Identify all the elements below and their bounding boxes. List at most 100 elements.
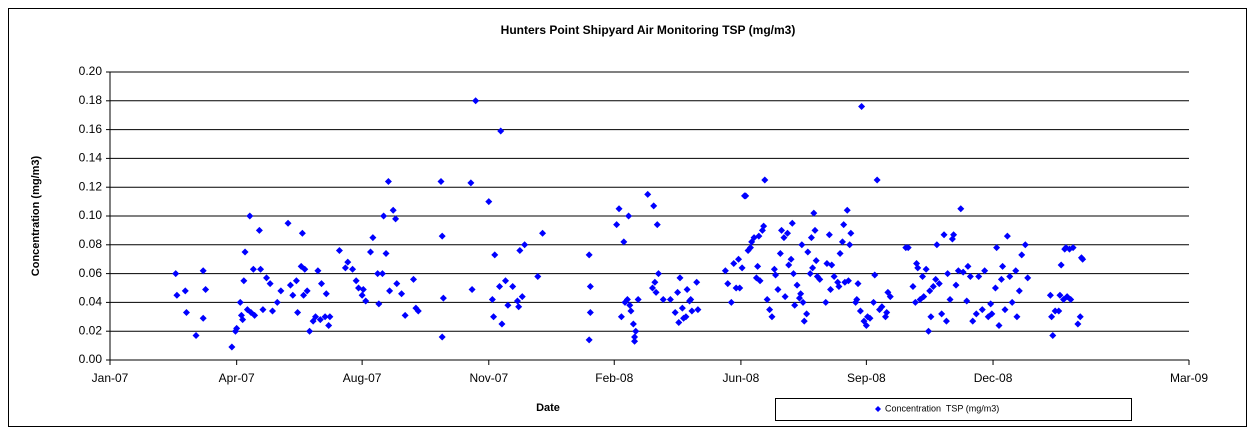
y-tick-label: 0.18 xyxy=(79,93,103,107)
data-point xyxy=(846,241,854,249)
data-point xyxy=(922,265,930,273)
data-point xyxy=(502,277,510,285)
data-point xyxy=(352,277,360,285)
data-point xyxy=(239,316,247,324)
data-point xyxy=(999,262,1007,270)
data-point xyxy=(828,261,836,269)
data-point xyxy=(344,258,352,266)
data-point xyxy=(467,179,475,187)
data-point xyxy=(286,281,294,289)
data-point xyxy=(335,247,343,255)
data-point xyxy=(585,251,593,259)
data-point xyxy=(490,313,498,321)
data-point xyxy=(322,290,330,298)
data-point xyxy=(694,306,702,314)
x-tick-label: Feb-08 xyxy=(595,371,633,385)
data-point xyxy=(944,270,952,278)
data-point xyxy=(724,280,732,288)
data-point xyxy=(676,274,684,282)
data-point xyxy=(781,293,789,301)
data-point xyxy=(736,284,744,292)
data-point xyxy=(513,297,521,305)
data-point xyxy=(926,287,934,295)
data-point xyxy=(991,284,999,292)
data-point xyxy=(289,291,297,299)
data-point xyxy=(485,198,493,206)
data-point xyxy=(838,238,846,246)
data-point xyxy=(277,287,285,295)
data-point xyxy=(273,298,281,306)
data-point xyxy=(374,270,382,278)
data-point xyxy=(919,272,927,280)
data-point xyxy=(654,270,662,278)
data-point xyxy=(927,313,935,321)
data-point xyxy=(653,221,661,229)
data-point xyxy=(776,249,784,257)
data-point xyxy=(496,283,504,291)
chart-title: Hunters Point Shipyard Air Monitoring TS… xyxy=(501,23,796,37)
data-point xyxy=(853,296,861,304)
data-point xyxy=(362,297,370,305)
data-point xyxy=(809,264,817,272)
data-point xyxy=(768,313,776,321)
data-point xyxy=(249,265,257,273)
data-point xyxy=(301,265,309,273)
data-point xyxy=(738,264,746,272)
data-point xyxy=(760,222,768,230)
data-point xyxy=(651,278,659,286)
data-point xyxy=(521,241,529,249)
data-point xyxy=(632,327,640,335)
data-point xyxy=(774,285,782,293)
data-point xyxy=(843,206,851,214)
data-point xyxy=(627,307,635,315)
y-tick-label: 0.10 xyxy=(79,208,103,222)
data-point xyxy=(233,324,241,332)
data-point xyxy=(964,262,972,270)
data-point xyxy=(1006,272,1014,280)
data-point xyxy=(909,283,917,291)
data-point xyxy=(997,275,1005,283)
data-point xyxy=(793,281,801,289)
y-tick-label: 0.00 xyxy=(79,352,103,366)
data-point xyxy=(378,270,386,278)
data-point xyxy=(1003,232,1011,240)
data-point xyxy=(321,313,329,321)
data-point xyxy=(518,293,526,301)
data-point xyxy=(199,314,207,322)
data-point xyxy=(314,267,322,275)
y-tick-label: 0.20 xyxy=(79,64,103,78)
data-point xyxy=(957,205,965,213)
y-tick-label: 0.02 xyxy=(79,323,103,337)
data-point xyxy=(666,296,674,304)
data-point xyxy=(1056,291,1064,299)
data-point xyxy=(761,176,769,184)
data-point xyxy=(730,260,738,268)
data-point xyxy=(766,306,774,314)
data-point xyxy=(300,291,308,299)
data-point xyxy=(1051,307,1059,315)
data-point xyxy=(798,241,806,249)
x-tick-label: Jun-08 xyxy=(723,371,760,385)
data-point xyxy=(746,244,754,252)
data-point xyxy=(1021,241,1029,249)
data-point xyxy=(586,308,594,316)
data-point xyxy=(693,278,701,286)
data-point xyxy=(1001,306,1009,314)
data-point xyxy=(940,231,948,239)
data-point xyxy=(650,202,658,210)
data-point xyxy=(257,265,265,273)
data-point xyxy=(883,308,891,316)
x-tick-label: Mar-09 xyxy=(1170,371,1208,385)
legend-box xyxy=(775,398,1132,421)
data-point xyxy=(625,212,633,220)
data-point xyxy=(1049,332,1057,340)
data-point xyxy=(325,321,333,329)
data-point xyxy=(755,232,763,240)
data-point xyxy=(236,298,244,306)
x-tick-label: Dec-08 xyxy=(974,371,1013,385)
data-point xyxy=(727,298,735,306)
y-tick-label: 0.06 xyxy=(79,266,103,280)
data-point xyxy=(613,221,621,229)
data-point xyxy=(791,301,799,309)
data-point xyxy=(620,238,628,246)
